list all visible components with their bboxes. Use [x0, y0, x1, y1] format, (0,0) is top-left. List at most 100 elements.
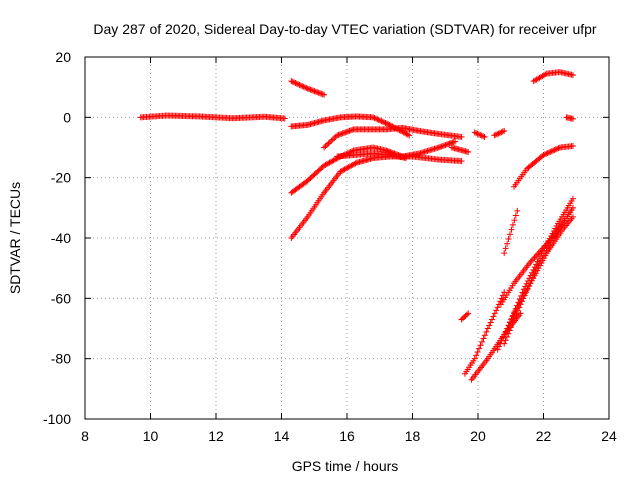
data-point [526, 275, 533, 282]
data-point [520, 286, 527, 293]
data-point [378, 118, 385, 125]
data-point [445, 140, 452, 147]
data-point [515, 299, 522, 306]
data-point [311, 171, 318, 178]
data-point [381, 119, 388, 126]
data-point [349, 126, 356, 133]
data-point [404, 131, 411, 138]
data-point [458, 158, 465, 165]
data-point [508, 226, 515, 233]
data-point [511, 309, 518, 316]
data-point [496, 129, 503, 136]
data-point [293, 80, 300, 87]
data-point [299, 83, 306, 90]
data-point [447, 139, 454, 146]
data-point [452, 138, 459, 145]
y-tick-label: 0 [63, 109, 71, 125]
data-point [471, 355, 478, 362]
data-point [322, 143, 329, 150]
data-point [443, 141, 450, 148]
data-point [308, 173, 315, 180]
data-point [514, 302, 521, 309]
chart-title: Day 287 of 2020, Sidereal Day-to-day VTE… [93, 21, 597, 37]
data-point [370, 114, 377, 121]
series-arc-2 [288, 78, 328, 98]
series-arc-1 [137, 112, 288, 122]
data-point [475, 131, 482, 138]
data-point [493, 307, 500, 314]
data-point [384, 148, 391, 155]
data-point [311, 88, 318, 95]
data-point [328, 137, 335, 144]
data-point [471, 129, 478, 136]
data-point [450, 138, 457, 145]
data-point [569, 204, 576, 211]
data-point [529, 269, 536, 276]
series-arc-13 [511, 142, 576, 190]
x-tick-label: 16 [339, 428, 355, 444]
data-point [347, 127, 354, 134]
data-point [340, 129, 347, 136]
data-point [527, 272, 534, 279]
data-point [437, 143, 444, 150]
data-point [329, 136, 336, 143]
data-point [507, 231, 514, 238]
data-point [343, 128, 350, 135]
data-point [474, 348, 481, 355]
data-point [336, 131, 343, 138]
data-point [483, 328, 490, 335]
data-point [377, 117, 384, 124]
data-point [307, 175, 314, 182]
data-point [306, 86, 313, 93]
data-point [505, 330, 512, 337]
y-tick-label: 20 [55, 49, 71, 65]
x-axis-label: GPS time / hours [292, 458, 399, 474]
data-point [339, 130, 346, 137]
data-point [496, 343, 503, 350]
data-point [308, 87, 315, 94]
series-arc-15 [458, 310, 472, 323]
data-point [543, 150, 550, 157]
series-arc-8 [448, 144, 472, 156]
data-point [480, 335, 487, 342]
y-tick-label: -80 [51, 351, 71, 367]
data-point [501, 340, 508, 347]
data-point [371, 114, 378, 121]
data-point [481, 332, 488, 339]
data-point [519, 289, 526, 296]
data-point [494, 131, 501, 138]
data-point [530, 266, 537, 273]
x-tick-label: 18 [405, 428, 421, 444]
data-point [490, 313, 497, 320]
data-point [314, 89, 321, 96]
data-point [281, 115, 288, 122]
data-point [318, 165, 325, 172]
data-point [297, 82, 304, 89]
data-point [296, 81, 303, 88]
data-point [315, 89, 322, 96]
data-point [288, 78, 295, 85]
x-tick-label: 22 [536, 428, 552, 444]
data-point [541, 151, 548, 158]
data-point [509, 221, 516, 228]
data-point [312, 88, 319, 95]
data-point [502, 245, 509, 252]
data-point [477, 132, 484, 139]
data-point [346, 127, 353, 134]
data-point [310, 172, 317, 179]
data-point [523, 280, 530, 287]
data-point [331, 135, 338, 142]
data-point [438, 143, 445, 150]
data-point [291, 79, 298, 86]
data-point [480, 133, 487, 140]
data-point [315, 167, 322, 174]
data-point [476, 345, 483, 352]
data-point [304, 177, 311, 184]
data-point [345, 128, 352, 135]
data-point [458, 133, 465, 140]
data-point [534, 258, 541, 265]
data-point [295, 81, 302, 88]
data-point [491, 132, 498, 139]
data-point [292, 80, 299, 87]
